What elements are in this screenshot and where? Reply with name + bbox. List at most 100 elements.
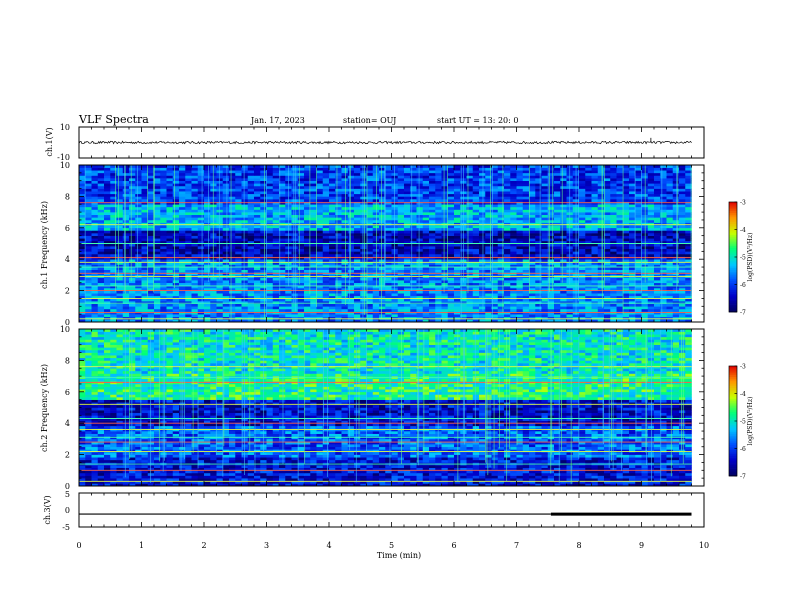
- spectrogram-cell: [154, 227, 161, 231]
- spectrogram-cell: [129, 301, 136, 304]
- spectrogram-cell: [91, 301, 99, 304]
- spectrogram-cell: [504, 301, 511, 304]
- spectrogram-cell: [366, 253, 374, 257]
- spectrogram-cell: [335, 316, 342, 320]
- spectrogram-cell: [97, 293, 105, 297]
- spectrogram-cell: [497, 196, 505, 200]
- spectrogram-cell: [379, 238, 386, 242]
- spectrogram-cell: [610, 314, 617, 318]
- spectrogram-cell: [172, 301, 180, 304]
- spectrogram-cell: [447, 269, 455, 273]
- spectrogram-cell: [435, 295, 442, 299]
- spectrogram-cell: [491, 277, 499, 281]
- spectrogram-cell: [266, 196, 274, 200]
- spectrogram-cell: [416, 222, 424, 226]
- spectrogram-cell: [254, 248, 261, 252]
- spectrogram-cell: [310, 206, 317, 210]
- spectrogram-cell: [216, 243, 224, 247]
- spectrogram-cell: [185, 267, 192, 270]
- spectrogram-cell: [254, 230, 261, 234]
- spectrogram-cell: [322, 246, 330, 250]
- spectrogram-cell: [397, 246, 405, 250]
- spectrogram-cell: [379, 233, 386, 236]
- spectrogram-cell: [85, 319, 92, 323]
- spectrogram-cell: [410, 269, 417, 273]
- spectrogram-cell: [235, 293, 242, 297]
- spectrogram-cell: [204, 261, 211, 265]
- spectrogram-cell: [541, 282, 549, 286]
- spectrogram-cell: [422, 298, 430, 302]
- spectrogram-cell: [466, 227, 474, 231]
- spectrogram-cell: [404, 233, 411, 236]
- spectrogram-cell: [329, 222, 336, 226]
- spectrogram-cell: [247, 259, 255, 263]
- spectrogram-cell: [666, 217, 674, 221]
- spectrogram-cell: [604, 243, 611, 247]
- spectrogram-cell: [510, 209, 517, 213]
- spectrogram-cell: [510, 199, 517, 202]
- spectrogram-cell: [335, 314, 342, 318]
- spectrogram-cell: [204, 314, 211, 318]
- spectrogram-cell: [354, 287, 361, 291]
- spectrogram-cell: [535, 301, 542, 304]
- spectrogram-cell: [629, 277, 636, 281]
- spectrogram-cell: [260, 251, 267, 255]
- spectrogram-cell: [110, 298, 117, 302]
- spectrogram-cell: [635, 251, 642, 255]
- spectrogram-cell: [491, 214, 499, 218]
- spectrogram-cell: [329, 193, 336, 197]
- spectrogram-cell: [297, 316, 305, 320]
- spectrogram-cell: [647, 243, 655, 247]
- spectrogram-cell: [672, 214, 680, 218]
- spectrogram-cell: [535, 303, 542, 307]
- spectrogram-cell: [535, 238, 542, 242]
- spectrogram-cell: [366, 280, 374, 284]
- spectrogram-cell: [585, 214, 592, 218]
- spectrogram-cell: [272, 225, 280, 229]
- spectrogram-cell: [310, 214, 317, 218]
- spectrogram-cell: [591, 308, 599, 312]
- spectrogram-cell: [385, 238, 392, 242]
- spectrogram-cell: [110, 267, 117, 270]
- spectrogram-cell: [204, 209, 211, 213]
- spectrogram-cell: [147, 295, 155, 299]
- spectrogram-cell: [260, 246, 267, 250]
- spectrogram-cell: [229, 314, 236, 318]
- spectrogram-cell: [679, 251, 686, 255]
- spectrogram-cell: [479, 314, 486, 318]
- spectrogram-cell: [429, 290, 436, 294]
- spectrogram-cell: [360, 261, 367, 265]
- spectrogram-cell: [554, 267, 561, 270]
- spectrogram-cell: [279, 264, 286, 268]
- spectrogram-cell: [266, 282, 274, 286]
- spectrogram-cell: [304, 193, 311, 197]
- spectrogram-cell: [516, 248, 524, 252]
- spectrogram-cell: [422, 217, 430, 221]
- spectrogram-cell: [535, 227, 542, 231]
- spectrogram-cell: [585, 319, 592, 323]
- spectrogram-cell: [247, 290, 255, 294]
- spectrogram-cell: [160, 298, 167, 302]
- spectrogram-cell: [379, 298, 386, 302]
- spectrogram-cell: [204, 282, 211, 286]
- spectrogram-cell: [172, 298, 180, 302]
- spectrogram-cell: [685, 246, 692, 250]
- spectrogram-cell: [397, 314, 405, 318]
- spectrogram-cell: [685, 316, 692, 320]
- spectrogram-cell: [85, 193, 92, 197]
- spectrogram-cell: [366, 193, 374, 197]
- spectrogram-cell: [235, 204, 242, 208]
- spectrogram-cell: [229, 259, 236, 263]
- spectrogram-cell: [222, 219, 230, 223]
- spectrogram-cell: [529, 264, 536, 268]
- spectrogram-cell: [404, 222, 411, 226]
- spectrogram-cell: [391, 298, 399, 302]
- spectrogram-cell: [560, 287, 567, 291]
- spectrogram-cell: [585, 298, 592, 302]
- spectrogram-cell: [466, 319, 474, 323]
- spectrogram-cell: [416, 316, 424, 320]
- spectrogram-cell: [447, 243, 455, 247]
- spectrogram-cell: [166, 306, 174, 310]
- spectrogram-cell: [135, 303, 142, 307]
- spectrogram-cell: [141, 303, 149, 307]
